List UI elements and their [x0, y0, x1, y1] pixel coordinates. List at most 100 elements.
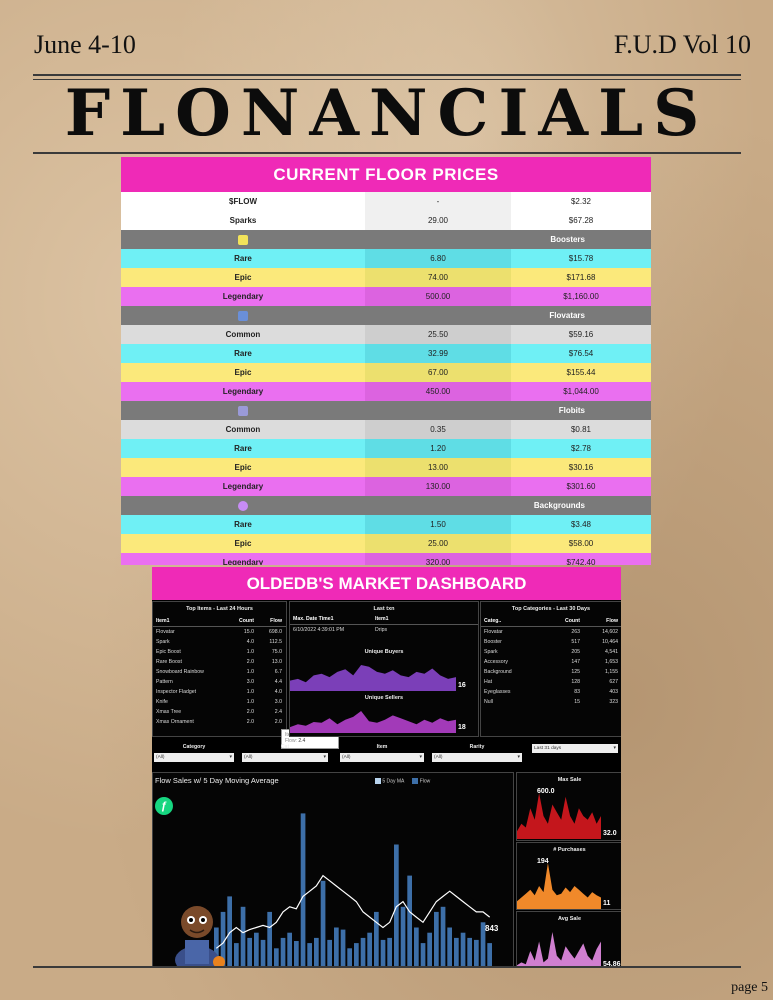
filter-dropdown[interactable]: (All)	[340, 753, 424, 762]
usd-price: $67.28	[511, 211, 651, 230]
top-item-row[interactable]: Knife 1.0 3.0	[153, 697, 286, 707]
flow-price: 130.00	[365, 477, 511, 496]
table-cell: 112.5	[269, 639, 282, 645]
tooltip-flow-value: 2.4	[298, 738, 306, 744]
section-row: Backgrounds	[121, 496, 651, 515]
flow-bar[interactable]	[474, 939, 479, 967]
top-items-panel: Top Items - Last 24 Hours Item1 Count Flow…	[152, 601, 287, 737]
filter-dropdown[interactable]: (All)	[432, 753, 522, 762]
item-name: Legendary	[121, 287, 365, 306]
category-row[interactable]: Background 125 1,155	[481, 667, 621, 677]
filter-dropdown[interactable]: (All)	[242, 753, 328, 762]
price-row: $FLOW - $2.32	[121, 192, 651, 211]
price-row: Legendary 320.00 $742.40	[121, 553, 651, 565]
table-cell: 1,155	[605, 669, 618, 675]
table-cell: 323	[609, 699, 618, 705]
moving-average-line	[215, 874, 491, 949]
top-item-row[interactable]: Pattern 3.0 4.4	[153, 677, 286, 687]
sparkline-area	[517, 932, 601, 967]
flow-bar[interactable]	[234, 943, 239, 967]
flow-bar[interactable]	[374, 911, 379, 967]
flow-bar[interactable]	[414, 927, 419, 968]
table-cell: 1,653	[605, 659, 618, 665]
table-cell: 4,541	[605, 649, 618, 655]
flow-price: 1.50	[365, 515, 511, 534]
category-row[interactable]: Eyeglasses 83 403	[481, 687, 621, 697]
category-row[interactable]: Hat 128 627	[481, 677, 621, 687]
flow-bar[interactable]	[467, 937, 472, 967]
flow-price: 1.20	[365, 439, 511, 458]
table-cell: Snowboard Rainbow	[156, 669, 204, 675]
flow-bar[interactable]	[487, 943, 492, 967]
flow-bar[interactable]	[254, 932, 259, 967]
flow-bar[interactable]	[294, 941, 299, 967]
flow-bar[interactable]	[220, 911, 226, 967]
flow-bar[interactable]	[340, 929, 346, 967]
usd-price: $2.78	[511, 439, 651, 458]
max-sale-sparkline: 32.0 600.0	[517, 788, 617, 839]
filter-label: Rarity	[469, 744, 485, 750]
usd-price: $742.40	[511, 553, 651, 565]
flow-bar[interactable]	[320, 880, 326, 967]
flow-bar[interactable]	[274, 948, 279, 967]
flow-bar[interactable]	[434, 911, 439, 967]
table-cell: 205	[571, 649, 580, 655]
flow-bar[interactable]	[267, 911, 272, 967]
filter-dropdown[interactable]: (All)	[154, 753, 234, 762]
table-header: Categ.. Count Flow	[481, 616, 621, 627]
flow-bar[interactable]	[447, 927, 452, 968]
category-row[interactable]: Null 15 323	[481, 697, 621, 707]
flow-bar[interactable]	[420, 943, 426, 967]
flow-bar[interactable]	[380, 939, 386, 967]
flow-bar[interactable]	[334, 927, 339, 968]
flow-bar[interactable]	[287, 932, 292, 967]
flow-bar[interactable]	[427, 932, 432, 967]
usd-price: $58.00	[511, 534, 651, 553]
category-row[interactable]: Booster 517 10,464	[481, 637, 621, 647]
flow-bar[interactable]	[214, 927, 219, 968]
flow-bar[interactable]	[240, 906, 246, 967]
filter-dropdown[interactable]: Last 31 days	[532, 744, 618, 753]
flow-bar[interactable]	[387, 937, 392, 967]
flow-bar[interactable]	[480, 922, 486, 967]
usd-price: $171.68	[511, 268, 651, 287]
flow-bar[interactable]	[354, 943, 359, 967]
flow-bar[interactable]	[394, 844, 399, 968]
top-item-row[interactable]: Xmas Ornament 2.0 2.0	[153, 717, 286, 727]
flow-bar[interactable]	[407, 875, 412, 967]
category-row[interactable]: Flovatar 263 14,602	[481, 627, 621, 637]
category-row[interactable]: Accessory 147 1,653	[481, 657, 621, 667]
top-item-row[interactable]: Xmas Tree 2.0 2.4	[153, 707, 286, 717]
flow-bar[interactable]	[327, 939, 332, 967]
dashboard-title: OLDEDB'S MARKET DASHBOARD	[152, 567, 621, 600]
top-item-row[interactable]: Inspector Fladget 1.0 4.0	[153, 687, 286, 697]
sparkline-last-value: 54.86	[603, 961, 621, 967]
flow-bar[interactable]	[440, 906, 446, 967]
flow-bar[interactable]	[400, 906, 406, 967]
flow-bar[interactable]	[247, 937, 252, 967]
header-date: June 4-10	[34, 30, 136, 59]
table-cell: Hat	[484, 679, 493, 685]
flow-bar[interactable]	[260, 939, 266, 967]
category-row[interactable]: Spark 205 4,541	[481, 647, 621, 657]
price-row: Epic 67.00 $155.44	[121, 363, 651, 382]
top-item-row[interactable]: Spark 4.0 112.5	[153, 637, 286, 647]
top-item-row[interactable]: Snowboard Rainbow 1.0 6.7	[153, 667, 286, 677]
flow-bar[interactable]	[280, 937, 286, 967]
flow-bar[interactable]	[360, 937, 366, 967]
flow-bar[interactable]	[347, 948, 352, 967]
flow-bar[interactable]	[367, 932, 372, 967]
table-cell: 6.7	[274, 669, 282, 675]
flow-bar[interactable]	[300, 813, 306, 967]
filter-label: Category	[182, 744, 206, 750]
flow-bar[interactable]	[307, 943, 312, 967]
top-item-row[interactable]: Epic Boost 1.0 75.0	[153, 647, 286, 657]
flow-bar[interactable]	[314, 937, 319, 967]
top-item-row[interactable]: Flovatar 15.0 698.0	[153, 627, 286, 637]
flow-bar[interactable]	[227, 896, 232, 967]
flow-bar[interactable]	[460, 932, 466, 967]
top-item-row[interactable]: Rare Boost 2.0 13.0	[153, 657, 286, 667]
last-txn-row[interactable]: 6/10/2022 4:39:01 PM Drips	[290, 625, 478, 635]
table-cell: 2.0	[246, 719, 254, 725]
flow-bar[interactable]	[454, 937, 459, 967]
